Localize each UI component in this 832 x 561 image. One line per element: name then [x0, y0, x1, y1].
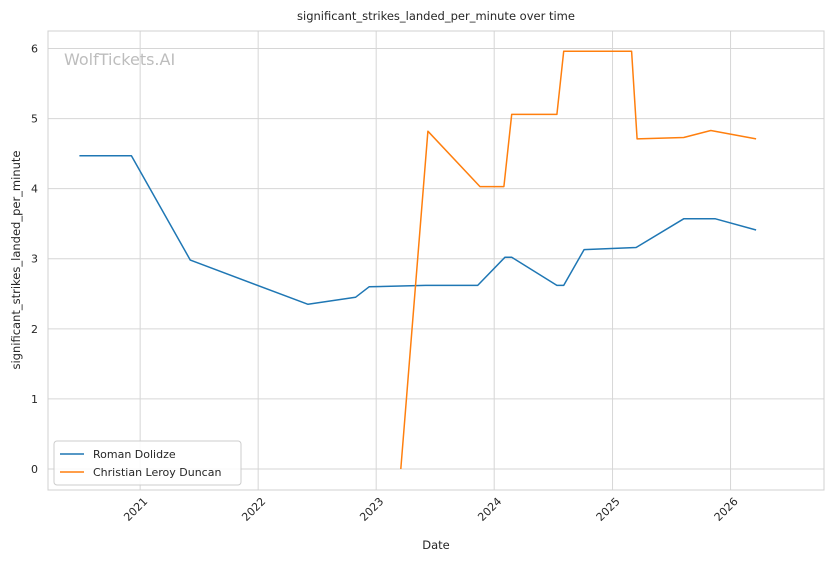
legend-box: [53, 440, 242, 486]
legend-label-roman-dolidze: Roman Dolidze: [93, 448, 176, 461]
legend-label-christian-leroy-duncan: Christian Leroy Duncan: [93, 466, 221, 479]
watermark: WolfTickets.AI: [64, 50, 175, 69]
x-axis-title: Date: [422, 538, 450, 552]
legend: Roman Dolidze Christian Leroy Duncan: [53, 440, 242, 486]
y-tick-label-0: 0: [31, 463, 38, 476]
series-line-christian-leroy-duncan: [400, 50, 757, 470]
y-tick-label-4: 4: [31, 183, 38, 196]
y-tick-label-6: 6: [31, 43, 38, 56]
grid: [48, 31, 824, 490]
y-axis-title: significant_strikes_landed_per_minute: [9, 151, 23, 370]
chart-title: significant_strikes_landed_per_minute ov…: [297, 9, 575, 23]
y-tick-label-2: 2: [31, 323, 38, 336]
y-tick-label-3: 3: [31, 253, 38, 266]
series-layer: [79, 50, 757, 470]
plot-frame: [47, 30, 825, 491]
y-tick-label-1: 1: [31, 393, 38, 406]
series-line-roman-dolidze: [79, 154, 757, 306]
y-tick-label-5: 5: [31, 113, 38, 126]
